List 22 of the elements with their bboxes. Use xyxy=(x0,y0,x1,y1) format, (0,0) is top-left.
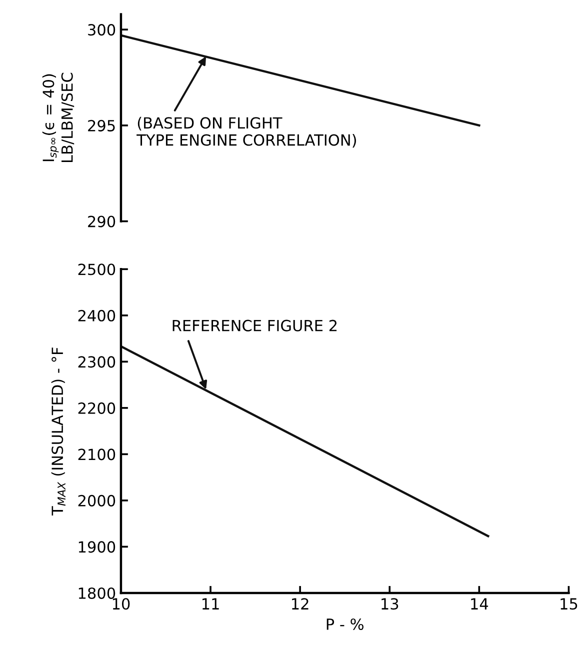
x-tick-label: 12 xyxy=(292,598,308,610)
x-tick-label: 13 xyxy=(382,598,398,610)
y-tick-label: 295 xyxy=(88,120,115,132)
annotation: REFERENCE FIGURE 2 xyxy=(172,320,337,332)
y-axis-title: T$_{MAX}$ (INSULATED) - °F xyxy=(51,348,66,516)
y-tick-label: 2100 xyxy=(78,448,116,460)
annotation: (BASED ON FLIGHT TYPE ENGINE CORRELATION) xyxy=(136,116,356,148)
y-tick-label: 2500 xyxy=(78,264,116,276)
x-tick-label: 11 xyxy=(202,598,219,610)
x-tick-label: 10 xyxy=(112,598,130,610)
x-tick-label: 14 xyxy=(471,598,488,610)
x-tick-label: 15 xyxy=(560,598,578,610)
y-tick-label: 290 xyxy=(88,216,116,228)
y-tick-label: 1900 xyxy=(78,541,116,553)
y-tick-label: 2300 xyxy=(78,356,116,368)
y-tick-label: 2000 xyxy=(78,494,116,506)
y-tick-label: 1800 xyxy=(78,587,116,599)
x-axis-title: P - % xyxy=(326,618,364,630)
y-tick-label: 2200 xyxy=(78,402,116,414)
y-tick-label: 2400 xyxy=(78,310,116,322)
y-axis-title: I$_{sp∞}$(ϵ = 40) LB/LBM/SEC xyxy=(42,72,74,162)
y-tick-label: 300 xyxy=(88,24,116,36)
